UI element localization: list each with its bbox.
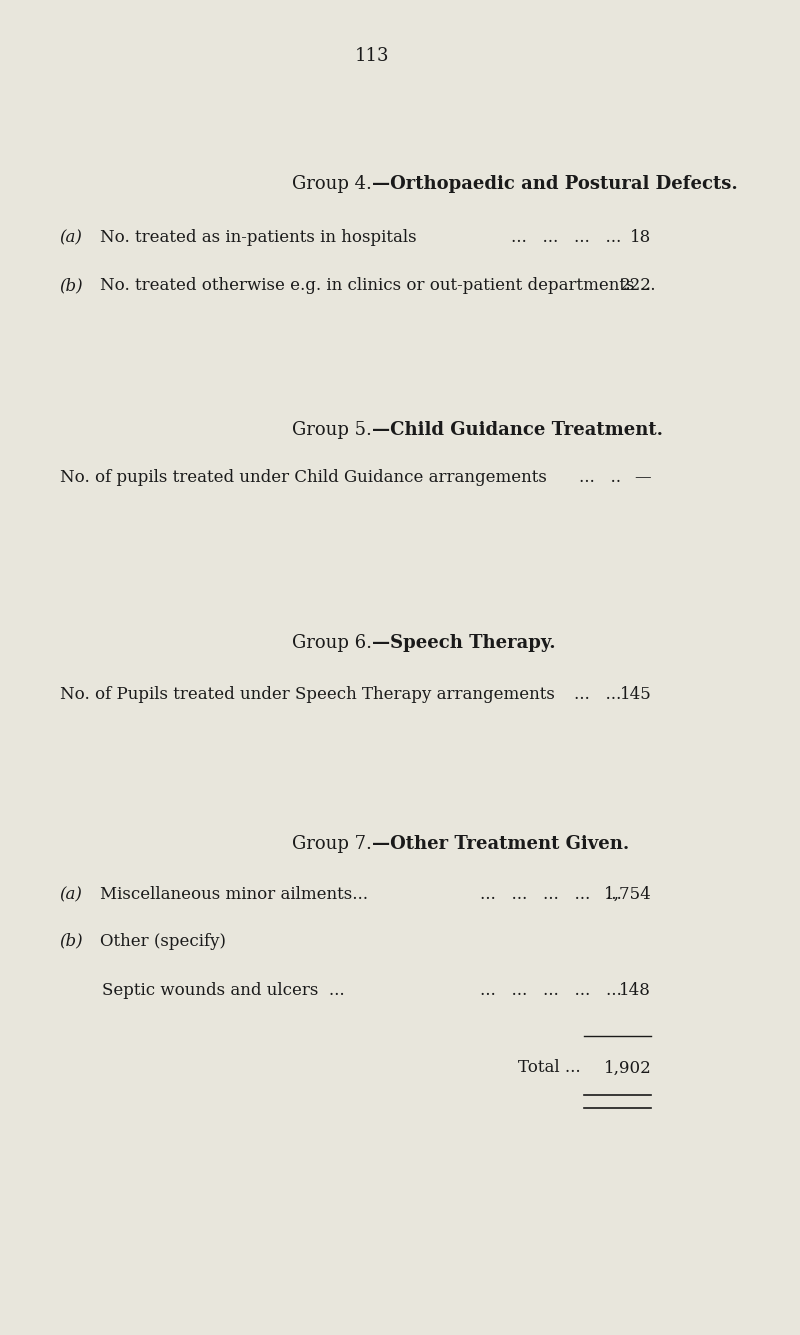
Text: ...   ...   ...   ...: ... ... ... ... [511,230,622,246]
Text: Total ...: Total ... [518,1060,581,1076]
Text: 148: 148 [619,983,651,999]
Text: 1,902: 1,902 [603,1060,651,1076]
Text: —: — [634,470,651,486]
Text: —Orthopaedic and Postural Defects.: —Orthopaedic and Postural Defects. [372,175,738,194]
Text: Group 6.: Group 6. [292,634,372,653]
Text: (a): (a) [59,886,82,902]
Text: 18: 18 [630,230,651,246]
Text: ...   ...   ...   ...   ...: ... ... ... ... ... [480,983,622,999]
Text: No. treated as in-patients in hospitals: No. treated as in-patients in hospitals [101,230,417,246]
Text: No. of Pupils treated under Speech Therapy arrangements: No. of Pupils treated under Speech Thera… [59,686,554,702]
Text: ...   ...: ... ... [574,686,622,702]
Text: 222: 222 [619,278,651,294]
Text: No. treated otherwise e.g. in clinics or out-patient departments ...: No. treated otherwise e.g. in clinics or… [101,278,656,294]
Text: No. of pupils treated under Child Guidance arrangements: No. of pupils treated under Child Guidan… [59,470,546,486]
Text: Group 4.: Group 4. [292,175,372,194]
Text: 145: 145 [619,686,651,702]
Text: (b): (b) [59,933,83,949]
Text: ...   ..: ... .. [579,470,622,486]
Text: 1,754: 1,754 [603,886,651,902]
Text: (b): (b) [59,278,83,294]
Text: 113: 113 [355,47,390,65]
Text: Other (specify): Other (specify) [101,933,226,949]
Text: —Speech Therapy.: —Speech Therapy. [372,634,556,653]
Text: Miscellaneous minor ailments...: Miscellaneous minor ailments... [101,886,369,902]
Text: —Child Guidance Treatment.: —Child Guidance Treatment. [372,421,663,439]
Text: ...   ...   ...   ...   ...: ... ... ... ... ... [480,886,622,902]
Text: Group 5.: Group 5. [292,421,372,439]
Text: (a): (a) [59,230,82,246]
Text: —Other Treatment Given.: —Other Treatment Given. [372,834,630,853]
Text: Group 7.: Group 7. [292,834,372,853]
Text: Septic wounds and ulcers  ...: Septic wounds and ulcers ... [59,983,344,999]
